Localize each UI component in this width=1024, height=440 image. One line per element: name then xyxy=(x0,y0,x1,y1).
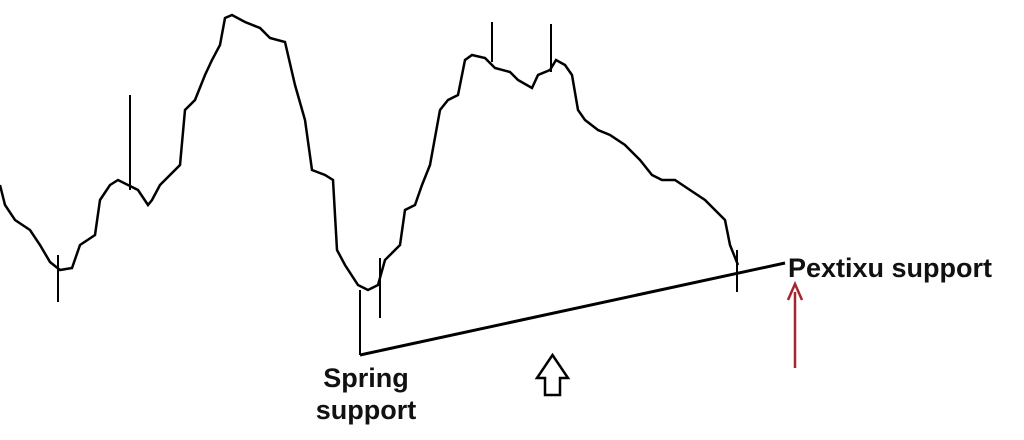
red-arrow-head xyxy=(786,280,804,301)
support-line xyxy=(359,261,786,357)
annotation: Spring support xyxy=(315,363,417,425)
hollow-arrow xyxy=(534,352,571,397)
price-line xyxy=(0,13,740,292)
annotation: Pextixu support xyxy=(788,253,993,283)
